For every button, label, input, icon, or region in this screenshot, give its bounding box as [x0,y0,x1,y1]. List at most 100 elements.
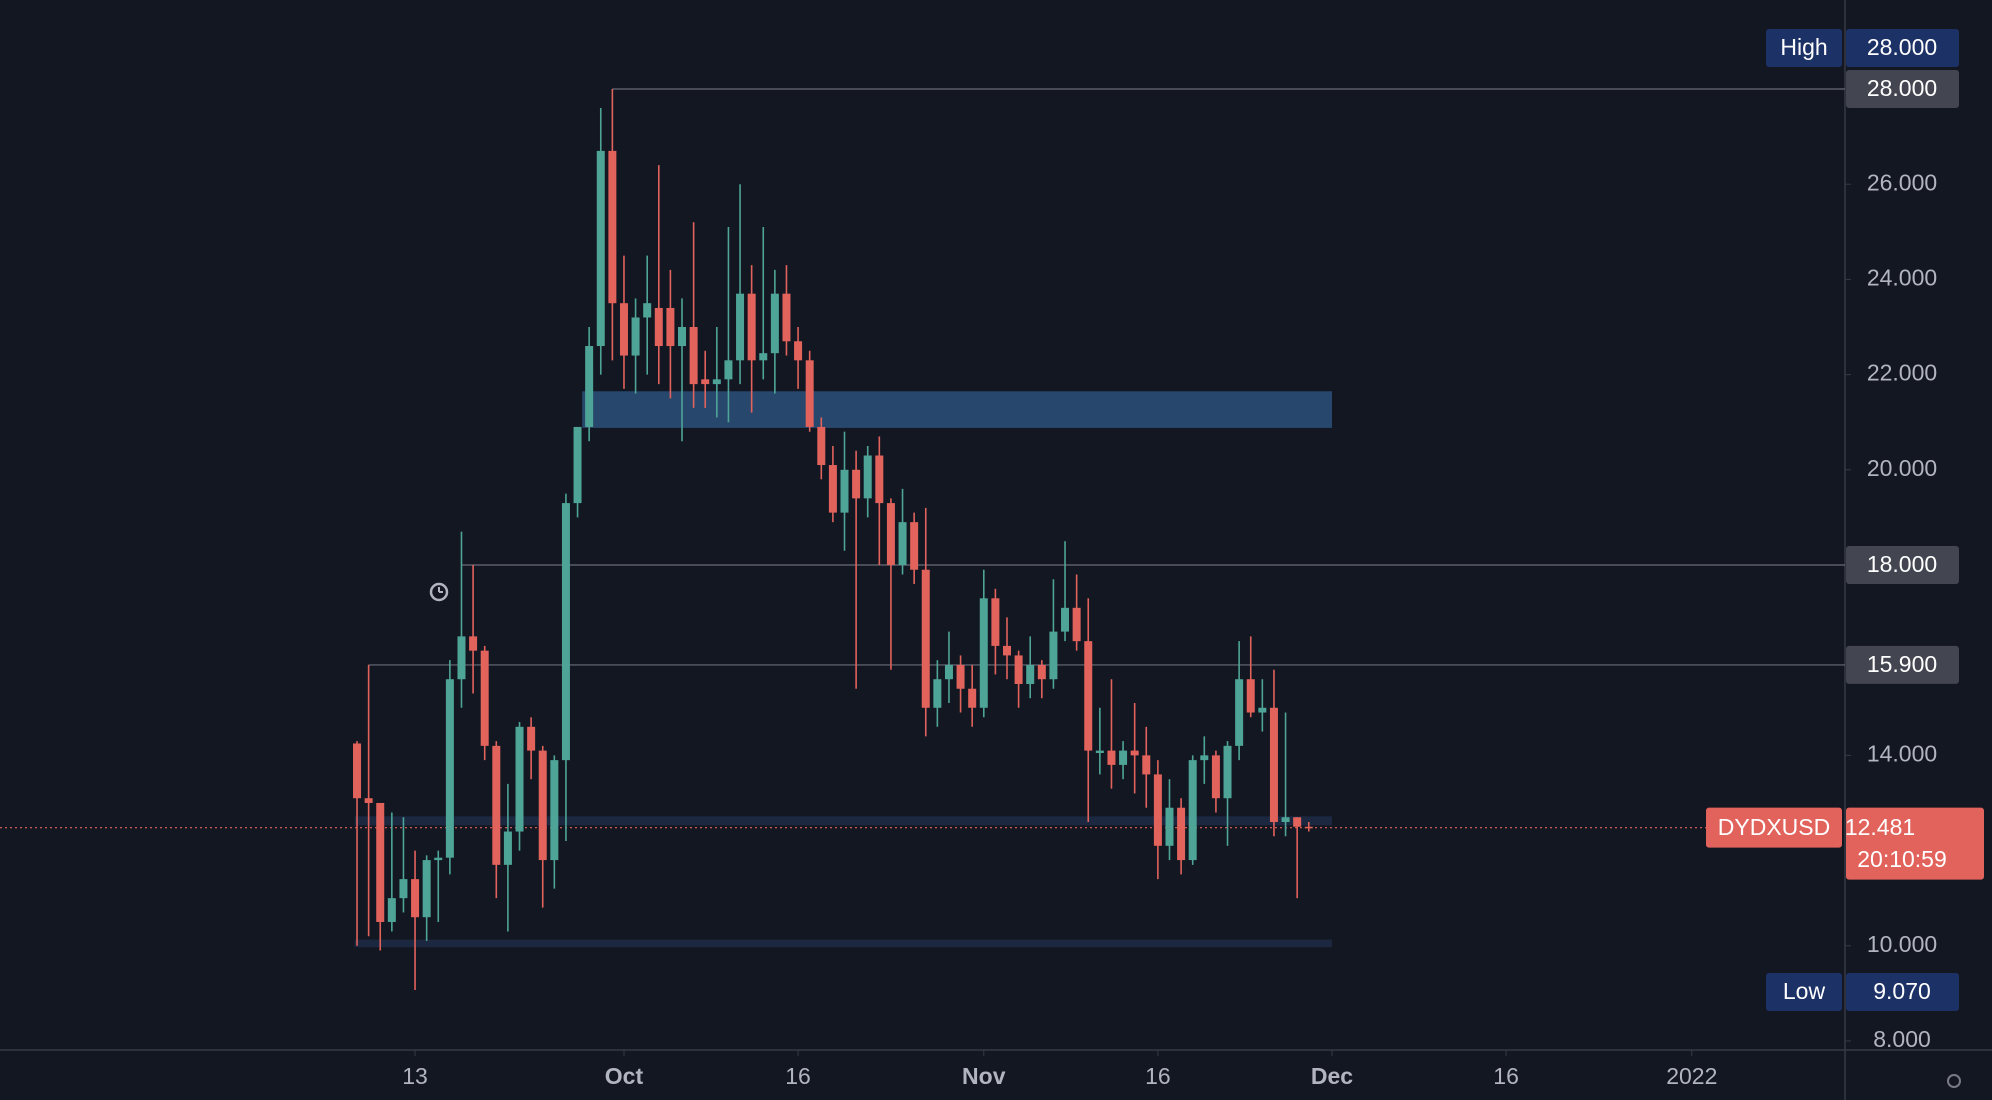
candle-body [1049,631,1058,680]
x-tick-label: 13 [402,1063,428,1089]
candle-body [1037,664,1046,680]
candle-body [1142,755,1151,775]
candle-body [770,293,779,354]
candle-body [1095,750,1104,753]
candle-body [469,636,478,651]
high-value: 28.000 [1867,34,1937,60]
candle-body [434,857,443,861]
plot-area [0,88,1845,991]
candle-body [353,743,362,799]
candle-body [840,469,849,513]
level-label: 15.900 [1867,651,1937,677]
candle-body [515,726,524,832]
candle-body [1119,750,1128,765]
candle-body [1293,817,1302,827]
candle-body [1246,679,1255,713]
candle-body [678,326,687,347]
candle-body [944,664,953,680]
candle-body [619,303,628,356]
candle-body [1130,750,1139,756]
candle-body [596,150,605,347]
candle-body [538,750,547,861]
candle-body [933,679,942,708]
candle-body [608,150,617,304]
candle-body [376,802,385,922]
candle-body [794,341,803,361]
y-tick-label: 8.000 [1873,1026,1931,1052]
candle-body [759,353,768,361]
candle-body [805,360,814,427]
candle-body [643,303,652,318]
level-label: 28.000 [1867,75,1937,101]
candle-body [1014,655,1023,684]
candle-body [886,503,895,565]
x-tick-label: 2022 [1666,1063,1717,1089]
candle-body [979,598,988,708]
candle-body [1061,607,1070,632]
low-name: Low [1783,978,1826,1004]
x-tick-label: Oct [605,1063,644,1089]
candle-body [480,650,489,746]
candle-body [1223,745,1232,799]
x-tick-label: 16 [1145,1063,1171,1089]
candle-body [1177,807,1186,861]
candle-body [503,831,512,865]
candle-body [399,879,408,899]
candle-body [875,455,884,504]
settings-icon[interactable] [1947,1074,1961,1088]
candle-body [492,745,501,865]
alarm-icon[interactable] [429,582,449,602]
candle-body [1281,817,1290,823]
candle-body [364,798,373,803]
candle-body [666,307,675,347]
symbol-box [1706,807,1842,848]
candle-body [654,307,663,347]
candle-body [631,317,640,356]
candle-body [1026,664,1035,684]
symbol-label: DYDXUSD [1718,814,1830,840]
candle-body [550,760,559,861]
candle-body [1304,826,1313,829]
candle-body [991,598,1000,646]
high-value-box [1846,29,1959,67]
candle-body [817,426,826,466]
candle-body [863,455,872,499]
candle-body [1084,641,1093,751]
zone [354,939,1332,948]
candle-body [422,860,431,918]
y-tick-label: 14.000 [1867,740,1937,766]
zone [582,391,1332,428]
zone [354,816,1332,826]
candle-body [1002,645,1011,656]
candle-body [1153,774,1162,846]
level-label-box [1846,645,1959,684]
candle-body [956,664,965,689]
x-tick-label: Nov [962,1063,1006,1089]
high-name: High [1780,34,1827,60]
candle-body [828,465,837,513]
high-name-box [1766,29,1842,67]
y-tick-label: 22.000 [1867,360,1937,386]
low-name-box [1766,973,1842,1011]
candle-body [411,879,420,918]
low-value-box [1846,973,1959,1011]
candle-body [782,293,791,342]
last-price-box [1846,807,1984,880]
candle-body [689,326,698,385]
candle-body [910,522,919,570]
level-label-box [1846,70,1959,109]
low-value: 9.070 [1873,978,1931,1004]
x-tick-label: 16 [1493,1063,1519,1089]
candle-body [1258,707,1267,713]
candle-body [852,469,861,499]
x-tick-label: 16 [785,1063,811,1089]
countdown-label: 20:10:59 [1857,846,1947,872]
y-tick-label: 20.000 [1867,455,1937,481]
candle-body [1200,755,1209,761]
candle-body [585,346,594,427]
y-tick-label: 26.000 [1867,169,1937,195]
candle-body [445,679,454,858]
candle-body [573,426,582,504]
